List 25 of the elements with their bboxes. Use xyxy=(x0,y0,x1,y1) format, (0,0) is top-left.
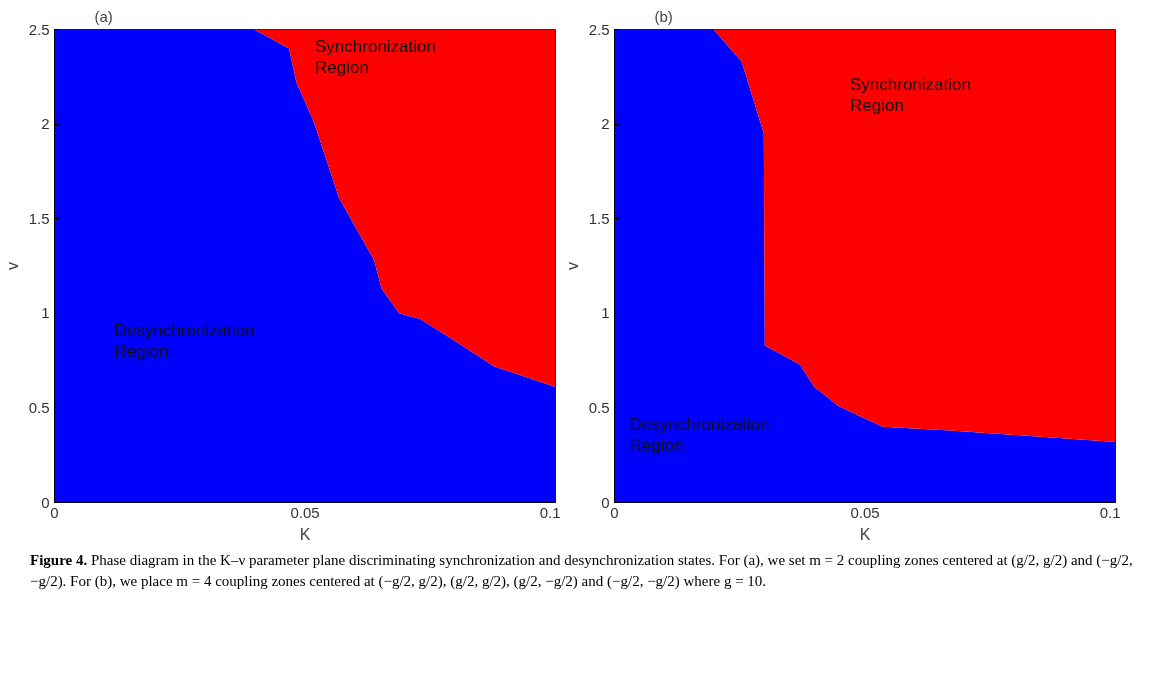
series-label: Synchronization Region xyxy=(849,74,971,115)
y-tick-label: 2.5 xyxy=(588,20,610,38)
y-axis-title: v xyxy=(3,262,21,270)
x-tick-label: 0.05 xyxy=(850,503,880,521)
y-tick-label: 1.5 xyxy=(588,209,610,227)
y-tick-label: 2 xyxy=(41,115,50,133)
y-tick-label: 0.5 xyxy=(588,398,610,416)
y-tick-label: 2 xyxy=(601,115,610,133)
y-axis-title: v xyxy=(563,262,581,270)
series-label: Synchronization Region xyxy=(315,36,436,77)
y-tick-label: 1 xyxy=(601,304,610,322)
x-tick-label: 0.1 xyxy=(539,503,561,521)
series-label: Desynchronization Region xyxy=(629,415,770,456)
y-tick-label: 0.5 xyxy=(28,398,50,416)
x-tick-label: 0.05 xyxy=(290,503,320,521)
x-axis-title: K xyxy=(299,525,311,543)
series-label: Desynchronization Region xyxy=(114,320,255,361)
y-tick-label: 1 xyxy=(41,304,50,322)
x-tick-label: 0.1 xyxy=(1099,503,1121,521)
caption: Figure 4. Phase diagram in the K–ν parameter plane discriminating synchronization and desynchronization states. For (a), we set m = 2 coupling zones centered at (g/2, g/2) and (−g/2, −g/2). For (b), we place m = 4 coupling zones centered at (−g/2, g/2), (g/2, g/2), (g/2, −g/2) and (−g/2, −g/2) where g = 10. xyxy=(30,551,1134,592)
chart-title: (a) xyxy=(94,7,113,25)
y-tick-label: 2.5 xyxy=(28,20,50,38)
chart-title: (b) xyxy=(654,7,673,25)
y-tick-label: 1.5 xyxy=(28,209,50,227)
x-axis-title: K xyxy=(859,525,871,543)
